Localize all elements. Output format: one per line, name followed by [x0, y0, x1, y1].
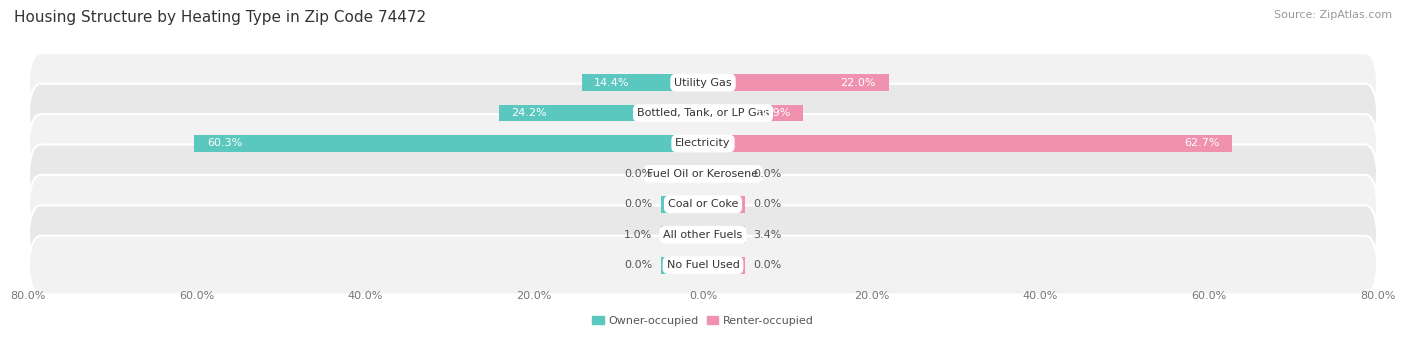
Bar — [661, 257, 703, 273]
Text: Bottled, Tank, or LP Gas: Bottled, Tank, or LP Gas — [637, 108, 769, 118]
Text: 14.4%: 14.4% — [595, 78, 630, 88]
Text: Housing Structure by Heating Type in Zip Code 74472: Housing Structure by Heating Type in Zip… — [14, 10, 426, 25]
Legend: Owner-occupied, Renter-occupied: Owner-occupied, Renter-occupied — [588, 311, 818, 330]
Text: 0.0%: 0.0% — [754, 169, 782, 179]
Bar — [499, 105, 703, 121]
Bar — [703, 105, 803, 121]
Text: 62.7%: 62.7% — [1184, 138, 1219, 148]
Text: 0.0%: 0.0% — [624, 260, 652, 270]
Text: All other Fuels: All other Fuels — [664, 230, 742, 240]
Text: 0.0%: 0.0% — [624, 169, 652, 179]
Bar — [703, 226, 745, 243]
Bar — [703, 74, 889, 91]
FancyBboxPatch shape — [28, 84, 1378, 143]
Text: 11.9%: 11.9% — [755, 108, 790, 118]
Text: 0.0%: 0.0% — [754, 199, 782, 209]
Bar — [194, 135, 703, 152]
Text: Source: ZipAtlas.com: Source: ZipAtlas.com — [1274, 10, 1392, 20]
Text: 3.4%: 3.4% — [754, 230, 782, 240]
Text: 0.0%: 0.0% — [754, 260, 782, 270]
FancyBboxPatch shape — [28, 175, 1378, 234]
Bar — [661, 165, 703, 182]
FancyBboxPatch shape — [28, 114, 1378, 173]
Text: 60.3%: 60.3% — [207, 138, 242, 148]
Bar — [703, 135, 1232, 152]
Text: 1.0%: 1.0% — [624, 230, 652, 240]
FancyBboxPatch shape — [28, 205, 1378, 264]
Text: No Fuel Used: No Fuel Used — [666, 260, 740, 270]
Bar — [703, 257, 745, 273]
Text: 22.0%: 22.0% — [841, 78, 876, 88]
FancyBboxPatch shape — [28, 53, 1378, 112]
Bar — [661, 196, 703, 213]
Text: Utility Gas: Utility Gas — [675, 78, 731, 88]
FancyBboxPatch shape — [28, 236, 1378, 295]
Bar — [582, 74, 703, 91]
Text: 0.0%: 0.0% — [624, 199, 652, 209]
Bar — [661, 226, 703, 243]
FancyBboxPatch shape — [28, 145, 1378, 203]
Text: 24.2%: 24.2% — [512, 108, 547, 118]
Bar — [703, 165, 745, 182]
Text: Coal or Coke: Coal or Coke — [668, 199, 738, 209]
Text: Fuel Oil or Kerosene: Fuel Oil or Kerosene — [647, 169, 759, 179]
Text: Electricity: Electricity — [675, 138, 731, 148]
Bar — [703, 196, 745, 213]
